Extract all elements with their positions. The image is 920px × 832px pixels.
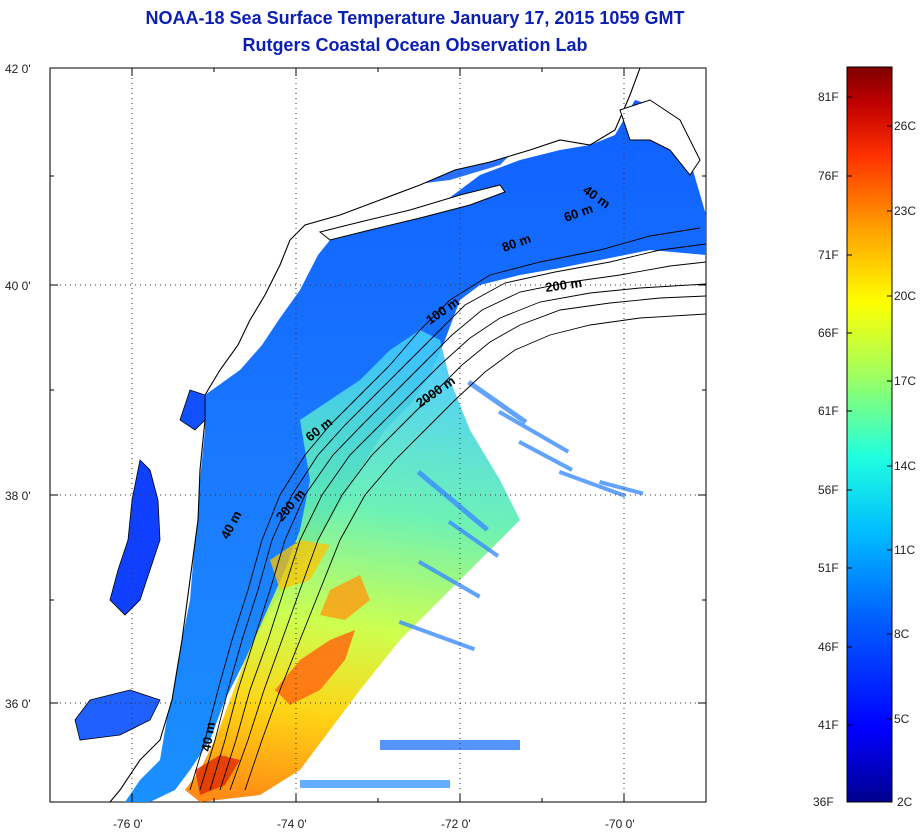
cb-c-26: 26C	[894, 119, 916, 133]
map-subtitle: Rutgers Coastal Ocean Observation Lab	[242, 35, 588, 55]
cb-f-61: 61F	[818, 404, 839, 418]
cb-f-76: 76F	[818, 169, 839, 183]
cb-f-66: 66F	[818, 326, 839, 340]
sst-gulf-stream	[185, 330, 520, 802]
cb-c-11: 11C	[894, 543, 915, 557]
map-content	[50, 68, 706, 802]
chesapeake-bay	[109, 459, 161, 616]
cb-c-5: 5C	[894, 712, 910, 726]
bathymetry-contours	[189, 227, 706, 791]
cb-f-36: 36F	[813, 795, 834, 809]
lon-label-72: -72 0'	[441, 817, 471, 831]
cb-c-2: 2C	[897, 795, 913, 809]
contour-label-200m-north: 200 m	[544, 275, 583, 295]
lon-label-74: -74 0'	[277, 817, 307, 831]
cape-cod	[619, 99, 701, 176]
long-island	[318, 184, 506, 241]
cb-f-46: 46F	[818, 640, 839, 654]
lon-label-70: -70 0'	[605, 817, 635, 831]
lat-label-36: 36 0'	[5, 697, 31, 711]
sst-shelf-water	[125, 100, 706, 802]
lat-label-40: 40 0'	[5, 279, 31, 293]
cb-c-23: 23C	[894, 204, 916, 218]
lat-label-42: 42 0'	[5, 62, 31, 76]
cb-f-56: 56F	[818, 483, 839, 497]
colorbar-ticks	[847, 96, 892, 726]
cb-f-71: 71F	[818, 248, 839, 262]
cb-f-51: 51F	[818, 561, 839, 575]
axis-ticks	[50, 68, 706, 802]
lon-label-76: -76 0'	[113, 817, 143, 831]
cb-c-14: 14C	[894, 459, 916, 473]
cb-f-81: 81F	[818, 90, 839, 104]
cb-c-8: 8C	[894, 627, 910, 641]
colorbar	[846, 66, 893, 803]
cb-c-20: 20C	[894, 289, 916, 303]
land-mass	[50, 68, 641, 802]
contour-label-40m-south: 40 m	[198, 721, 218, 753]
map-title: NOAA-18 Sea Surface Temperature January …	[145, 8, 685, 28]
cb-c-17: 17C	[894, 374, 916, 388]
lat-label-38: 38 0'	[5, 489, 31, 503]
cb-f-41: 41F	[818, 718, 839, 732]
